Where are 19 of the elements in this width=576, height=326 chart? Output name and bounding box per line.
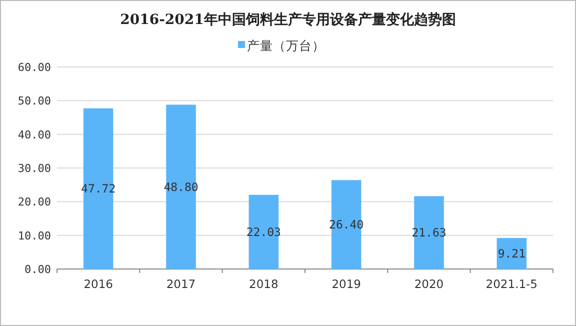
data-label: 9.21 [498,246,526,260]
legend-label: 产量（万台） [247,38,325,53]
chart-title: 2016-2021年中国饲料生产专用设备产量变化趋势图 [120,11,456,28]
x-tick-label: 2019 [332,277,361,291]
y-tick-label: 0.00 [24,263,51,276]
x-tick-label: 2020 [414,277,444,291]
y-tick-label: 60.00 [18,61,51,74]
x-tick-label: 2017 [166,277,196,291]
y-tick-label: 40.00 [18,128,51,142]
y-tick-label: 10.00 [18,229,51,242]
y-tick-label: 30.00 [18,162,51,175]
y-tick-label: 20.00 [18,196,51,209]
y-tick-label: 50.00 [18,94,51,108]
x-tick-label: 2016 [84,277,113,291]
bar [166,104,196,269]
x-tick-label: 2018 [249,277,278,291]
bar [496,238,527,269]
x-tick-label: 2021.1-5 [486,277,538,291]
bar [83,108,114,269]
